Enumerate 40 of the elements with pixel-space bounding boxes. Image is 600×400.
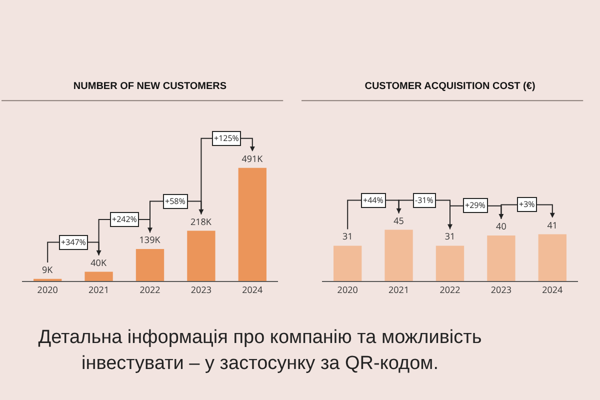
bar	[136, 248, 164, 281]
x-tick-label: 2024	[542, 282, 563, 296]
x-tick-label: 2021	[88, 282, 110, 296]
data-label: 218K	[190, 214, 212, 228]
bar	[538, 234, 566, 281]
x-tick-label: 2020	[337, 282, 358, 296]
data-label: 40K	[90, 256, 107, 269]
text: +3%	[519, 199, 536, 210]
text: Детальна інформація про компанію та можливість інвестувати – у застосунку за QR-кодом.	[37, 326, 483, 376]
chart-title: CUSTOMER ACQUISITION COST (€)	[364, 80, 536, 92]
text: +29%	[465, 200, 486, 211]
bar	[436, 246, 464, 281]
annotation: +58%	[165, 196, 186, 207]
x-tick-label: 2023	[190, 282, 212, 296]
data-label: 45	[394, 214, 404, 227]
data-label: 491K	[242, 152, 264, 165]
text: -31%	[415, 195, 434, 206]
bar	[187, 230, 216, 281]
x-tick-label: 2022	[440, 282, 460, 296]
annotation: +347%	[61, 237, 86, 248]
data-label: 9K	[42, 262, 54, 276]
chart-title: NUMBER OF NEW CUSTOMERS	[73, 80, 227, 92]
data-label: 41	[547, 218, 558, 232]
bar	[238, 168, 266, 281]
x-tick-label: 2021	[388, 282, 410, 296]
text: +125%	[214, 133, 240, 144]
bar	[384, 230, 413, 281]
bar	[334, 246, 362, 281]
data-label: 139K	[139, 232, 161, 246]
x-tick-label: 2023	[490, 282, 512, 296]
bar	[84, 272, 113, 281]
x-tick-label: 2024	[242, 282, 263, 296]
annotation: +242%	[112, 214, 138, 225]
text: +44%	[363, 195, 384, 206]
data-label: 31	[444, 230, 456, 243]
x-tick-label: 2020	[37, 282, 58, 296]
data-label: 40	[496, 219, 506, 232]
data-label: 31	[342, 230, 353, 243]
x-tick-label: 2022	[140, 282, 160, 296]
bar	[487, 235, 516, 281]
